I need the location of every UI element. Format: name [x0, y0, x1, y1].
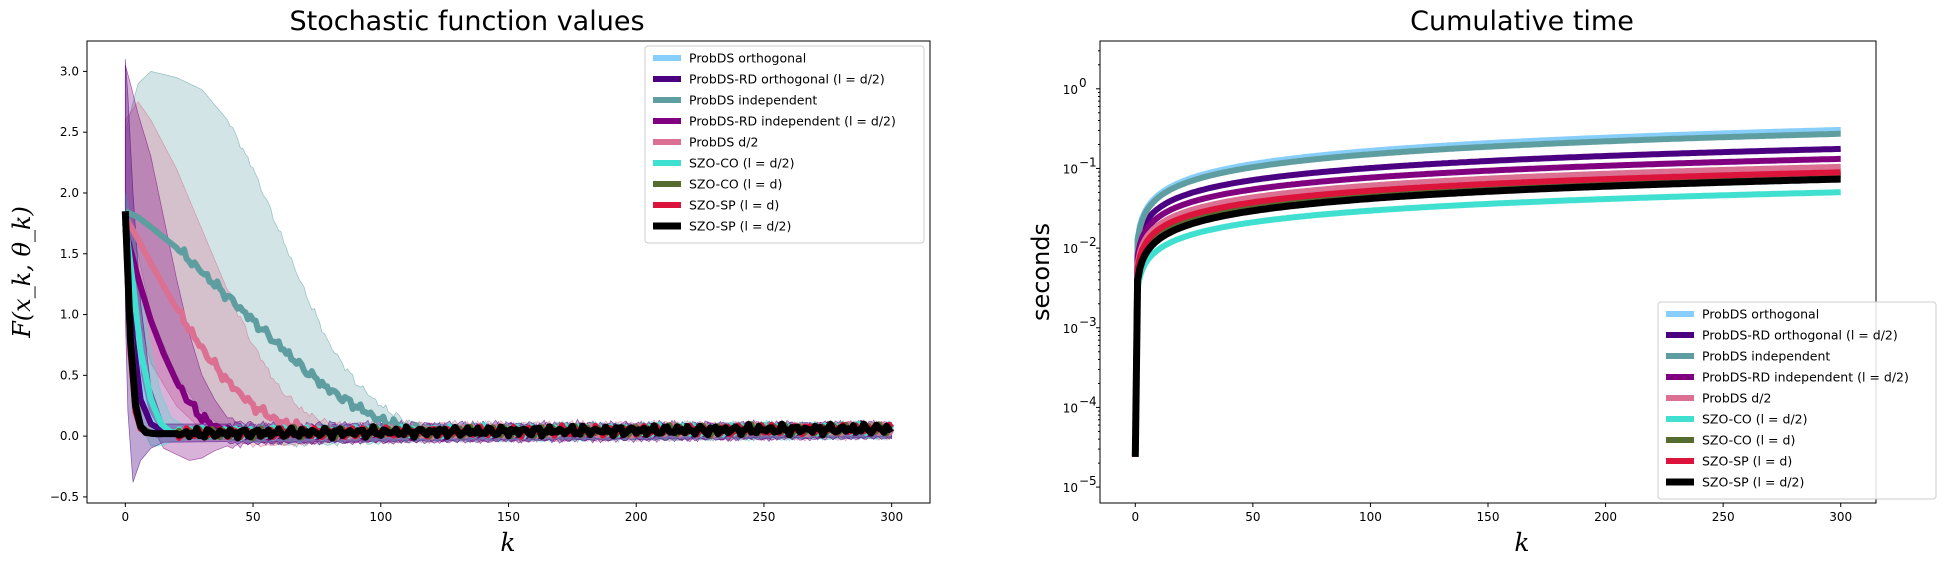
legend-entry: ProbDS-RD independent (l = d/2) [1702, 370, 1909, 385]
legend-entry: SZO-CO (l = d/2) [689, 156, 794, 171]
left-chart-title: Stochastic function values [289, 6, 644, 37]
x-tick-label: 0 [121, 510, 129, 524]
series-line [1131, 175, 1842, 457]
x-tick-label: 0 [1131, 510, 1139, 524]
series-lines [121, 208, 895, 442]
x-tick-label: 200 [1594, 510, 1617, 524]
y-tick-exponent: −3 [1079, 315, 1097, 329]
y-tick-label: 10 [1063, 481, 1078, 495]
legend-entry: ProbDS orthogonal [689, 51, 806, 66]
y-ticks: −0.5 0.0 0.5 1.0 1.5 2.0 2.5 3.0 [50, 64, 87, 504]
x-tick-label: 300 [1829, 510, 1852, 524]
y-tick-label: 0.5 [60, 368, 79, 382]
legend-entry: ProbDS d/2 [689, 135, 758, 150]
legend-entry: SZO-CO (l = d/2) [1702, 412, 1807, 427]
x-tick-label: 300 [880, 510, 903, 524]
y-tick-label: 1.5 [60, 247, 79, 261]
y-tick-label: 10 [1063, 322, 1078, 336]
y-tick-exponent: 0 [1079, 76, 1087, 90]
y-tick-exponent: −1 [1079, 155, 1097, 169]
right-legend: ProbDS orthogonal ProbDS-RD orthogonal (l… [1657, 301, 1937, 500]
x-ticks: 0 50 100 150 200 250 300 [1131, 503, 1852, 524]
series-line [1132, 169, 1842, 457]
x-tick-label: 250 [1712, 510, 1735, 524]
legend-entry: ProbDS orthogonal [1702, 307, 1819, 322]
series-line [1132, 130, 1842, 457]
y-tick-label: 10 [1063, 242, 1078, 256]
legend-box [1657, 301, 1937, 500]
x-ticks: 0 50 100 150 200 250 300 [121, 503, 903, 524]
legend-entry: ProbDS d/2 [1702, 391, 1771, 406]
legend-entry: SZO-SP (l = d) [689, 198, 779, 213]
y-tick-label: 0.0 [60, 429, 79, 443]
right-chart-panel: Cumulative time 0 50 100 150 200 250 300 10 −51… [1027, 6, 1937, 557]
series-line [1132, 127, 1842, 457]
y-tick-label: 10 [1063, 162, 1078, 176]
legend-entry: ProbDS independent [1702, 349, 1830, 364]
left-x-axis-label: k [500, 528, 515, 557]
y-tick-label: 2.0 [60, 186, 79, 200]
right-y-axis-label: seconds [1027, 223, 1055, 321]
legend-entry: ProbDS independent [689, 93, 817, 108]
y-tick-exponent: −2 [1079, 235, 1097, 249]
x-tick-label: 100 [369, 510, 392, 524]
x-tick-label: 100 [1359, 510, 1382, 524]
left-legend: ProbDS orthogonal ProbDS-RD orthogonal (l… [644, 45, 925, 244]
x-tick-label: 150 [1477, 510, 1500, 524]
y-tick-label: 3.0 [60, 64, 79, 78]
series-lines [1131, 127, 1842, 457]
legend-entry: ProbDS-RD orthogonal (l = d/2) [1702, 328, 1898, 343]
y-tick-label: 10 [1063, 83, 1078, 97]
left-y-axis-label: F(x_k, θ_k) [8, 206, 36, 339]
x-tick-label: 50 [1245, 510, 1260, 524]
right-x-axis-label: k [1514, 528, 1529, 557]
series-line [1132, 145, 1842, 457]
series-line [1132, 155, 1842, 457]
right-chart-title: Cumulative time [1410, 6, 1634, 37]
band-area [124, 59, 893, 483]
legend-entry: SZO-SP (l = d) [1702, 454, 1792, 469]
y-tick-exponent: −5 [1079, 474, 1097, 488]
x-tick-label: 200 [625, 510, 648, 524]
x-tick-label: 150 [497, 510, 520, 524]
y-tick-label: 1.0 [60, 308, 79, 322]
left-chart-panel: Stochastic function values 0 50 100 150 200 2… [8, 6, 931, 557]
y-tick-label: −0.5 [50, 490, 79, 504]
y-tick-label: 2.5 [60, 125, 79, 139]
y-tick-exponent: −4 [1079, 394, 1097, 408]
series-line [121, 211, 894, 442]
legend-entry: SZO-SP (l = d/2) [689, 219, 791, 234]
x-tick-label: 50 [245, 510, 260, 524]
series-line [1132, 189, 1842, 457]
series-line [1132, 163, 1842, 457]
x-tick-label: 250 [753, 510, 776, 524]
legend-entry: SZO-CO (l = d) [689, 177, 782, 192]
legend-entry: SZO-CO (l = d) [1702, 433, 1795, 448]
legend-entry: ProbDS-RD independent (l = d/2) [689, 114, 896, 129]
y-tick-label: 10 [1063, 401, 1078, 415]
legend-entry: SZO-SP (l = d/2) [1702, 475, 1804, 490]
legend-entry: ProbDS-RD orthogonal (l = d/2) [689, 72, 885, 87]
legend-box [644, 45, 925, 244]
